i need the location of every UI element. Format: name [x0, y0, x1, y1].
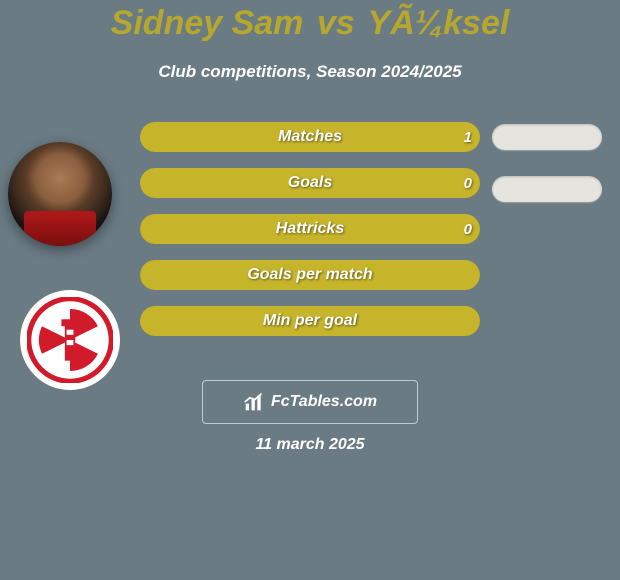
stat-value-player2-pill [492, 124, 602, 150]
stat-value-player1: 0 [464, 168, 472, 198]
club-crest-icon [27, 297, 113, 383]
vs-separator: vs [317, 4, 355, 42]
comparison-card: Sidney Sam vs YÃ¼ksel Club competitions,… [0, 0, 620, 580]
stat-bar-row: Hattricks 0 [140, 214, 480, 244]
bar-chart-icon [243, 392, 265, 412]
stat-label: Goals [288, 174, 332, 192]
stat-bar-row: Goals per match [140, 260, 480, 290]
stat-label: Matches [278, 128, 342, 146]
stat-bar-row: Goals 0 [140, 168, 480, 198]
player2-name: YÃ¼ksel [368, 4, 510, 42]
player1-avatar [8, 142, 112, 246]
stat-value-player2-pill [492, 176, 602, 202]
render-date: 11 march 2025 [0, 436, 620, 454]
player1-club-logo [20, 290, 120, 390]
avatar-placeholder-icon [8, 142, 112, 246]
watermark-text: FcTables.com [271, 393, 377, 411]
stat-label: Goals per match [247, 266, 372, 284]
watermark-badge: FcTables.com [202, 380, 418, 424]
stat-bar-row: Min per goal [140, 306, 480, 336]
stat-label: Min per goal [263, 312, 357, 330]
stat-value-player1: 0 [464, 214, 472, 244]
page-title: Sidney Sam vs YÃ¼ksel [0, 4, 620, 43]
player1-name: Sidney Sam [111, 4, 304, 42]
stat-label: Hattricks [276, 220, 344, 238]
stat-bar-row: Matches 1 [140, 122, 480, 152]
subtitle: Club competitions, Season 2024/2025 [0, 62, 620, 82]
stat-value-player1: 1 [464, 122, 472, 152]
stat-bars: Matches 1 Goals 0 Hattricks 0 Goals per match M… [140, 122, 480, 352]
